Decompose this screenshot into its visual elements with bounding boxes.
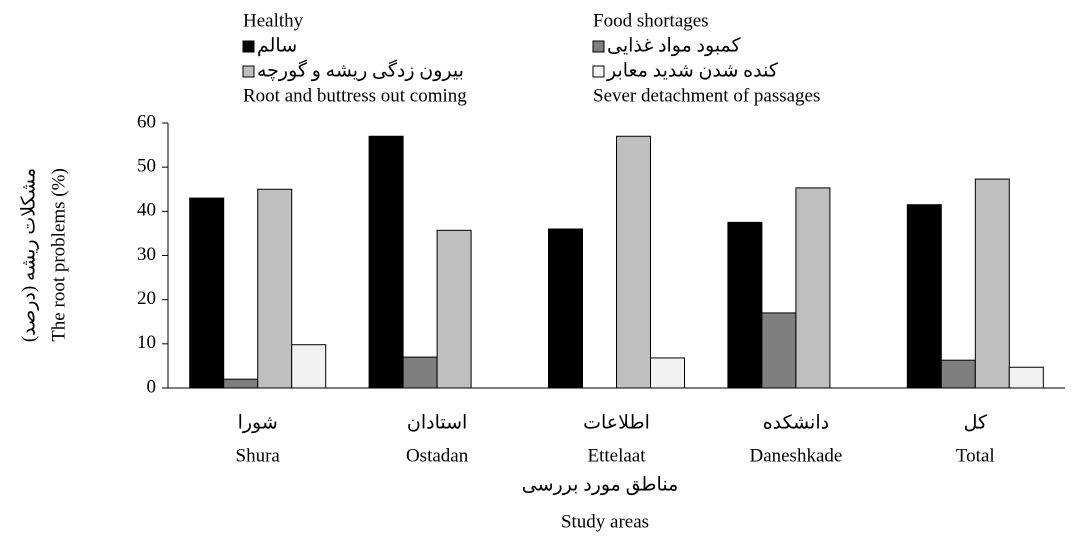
y-tick-label: 20 (137, 288, 156, 309)
y-tick-label: 60 (137, 111, 156, 132)
bar (291, 344, 327, 389)
x-tick-label: Shura (236, 445, 281, 466)
legend-swatch (242, 65, 255, 78)
legend-label: Healthy (243, 10, 304, 31)
y-axis-label-fa: مشکلات ریشه (درصد) (18, 168, 39, 342)
legend-label-fa: کمبود مواد غذایی (607, 35, 742, 56)
x-tick-label: Ostadan (406, 445, 469, 466)
legend-swatch (592, 40, 605, 53)
x-tick-label: Ettelaat (587, 445, 646, 466)
bar (974, 178, 1010, 389)
x-tick-label-fa: شورا (238, 412, 278, 433)
legend-label: Food shortages (593, 10, 709, 31)
bar (402, 356, 438, 389)
x-tick-label-fa: کل (964, 412, 988, 433)
legend-label: Sever detachment of passages (593, 85, 820, 106)
y-tick-label: 0 (147, 376, 157, 397)
legend-swatch (242, 40, 255, 53)
bar (650, 357, 685, 389)
bar (189, 197, 225, 389)
bar (1008, 366, 1044, 389)
x-axis-label-fa: مناطق مورد بررسی (522, 474, 679, 495)
legend-label-fa: بیرون زدگی ریشه و گورچه (257, 58, 464, 81)
y-tick-label: 30 (137, 244, 156, 265)
y-axis-label: The root problems (%) (48, 168, 69, 342)
bar (368, 135, 404, 389)
x-tick-label: Daneshkade (749, 445, 842, 466)
bar (257, 188, 293, 389)
y-tick-label: 40 (137, 200, 156, 221)
bar (436, 229, 472, 389)
bar (795, 187, 831, 389)
x-tick-label-fa: استادان (407, 412, 467, 433)
bar (548, 228, 583, 389)
legend-label: Root and buttress out coming (243, 85, 467, 106)
bar (940, 359, 976, 389)
y-tick-label: 10 (137, 332, 156, 353)
y-tick-label: 50 (137, 156, 156, 177)
bar (906, 204, 942, 389)
bar (616, 135, 651, 389)
x-tick-label-fa: دانشکده (763, 412, 829, 433)
bar (727, 221, 763, 389)
bar (223, 378, 259, 389)
x-tick-label-fa: اطلاعات (583, 412, 650, 433)
bar (761, 312, 797, 389)
legend-swatch (592, 65, 605, 78)
legend-label-fa: کنده شدن شدید معابر (606, 60, 779, 81)
x-tick-label: Total (956, 445, 995, 466)
x-axis-label: Study areas (561, 511, 649, 532)
legend-label-fa: سالم (257, 35, 297, 56)
